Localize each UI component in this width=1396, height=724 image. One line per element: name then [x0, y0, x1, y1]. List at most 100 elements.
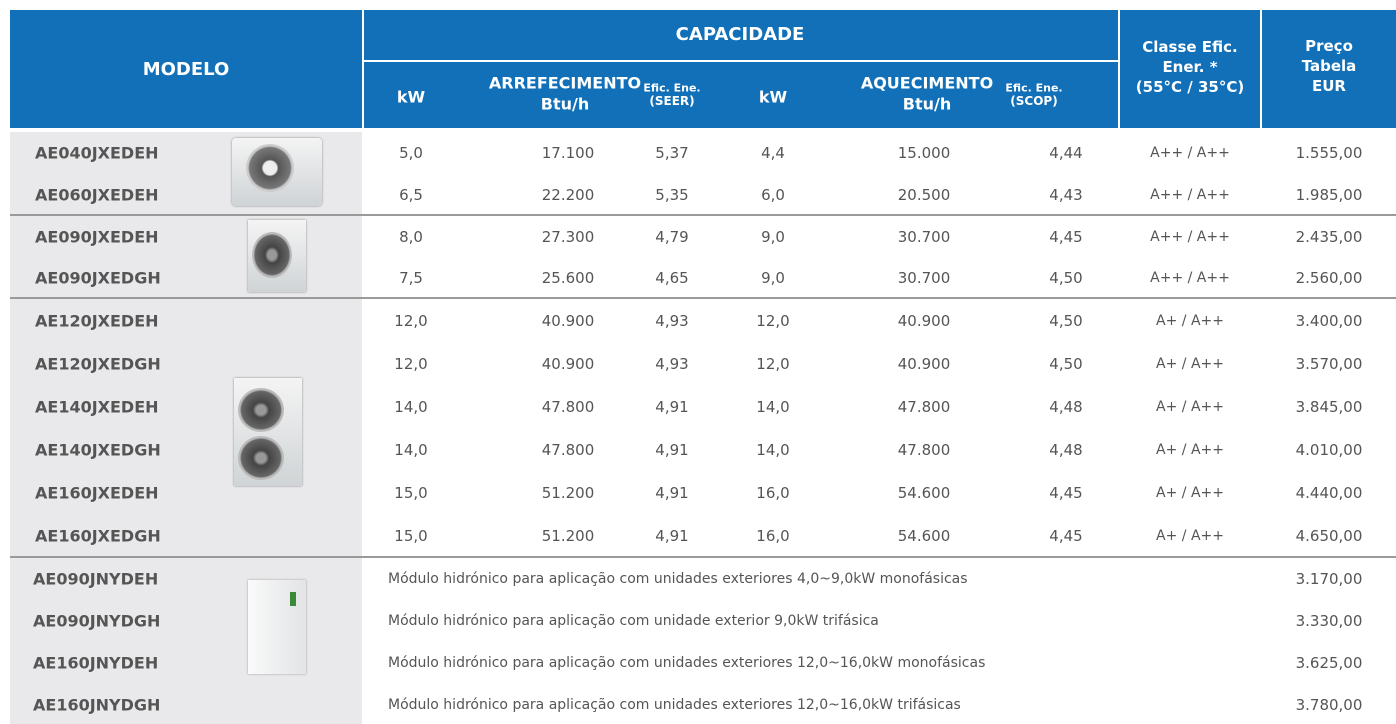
cell: A++ / A++: [1150, 270, 1230, 286]
price: 3.400,00: [1296, 312, 1363, 330]
cell: A+ / A++: [1156, 485, 1224, 501]
fan: [238, 436, 284, 480]
cell: 12,0: [756, 312, 789, 330]
row-separator: [10, 214, 1396, 216]
description: Módulo hidrónico para aplicação com unid…: [388, 571, 968, 587]
cell: 54.600: [898, 527, 951, 545]
cell: 14,0: [394, 441, 427, 459]
cell: 51.200: [542, 527, 595, 545]
model-name: AE090JNYDGH: [33, 612, 160, 631]
cell: 4,65: [655, 269, 688, 287]
header-label: ARREFECIMENTO: [489, 73, 641, 92]
price: 3.570,00: [1296, 355, 1363, 373]
cell: 20.500: [898, 186, 951, 204]
cell: 14,0: [756, 441, 789, 459]
cell: 6,5: [399, 186, 423, 204]
fan: [238, 388, 284, 432]
cell: 4,4: [761, 144, 785, 162]
cell: 4,43: [1049, 186, 1082, 204]
cell: A++ / A++: [1150, 187, 1230, 203]
cell: 12,0: [394, 355, 427, 373]
cell: 40.900: [898, 355, 951, 373]
header-label: Btu/h: [903, 94, 951, 113]
header-label: Classe Efic.: [1142, 38, 1237, 56]
model-name: AE040JXEDEH: [35, 144, 159, 163]
cell: 47.800: [542, 398, 595, 416]
cell: A++ / A++: [1150, 229, 1230, 245]
cell: A+ / A++: [1156, 399, 1224, 415]
price: 2.560,00: [1296, 269, 1363, 287]
cell: 9,0: [761, 228, 785, 246]
row-separator: [10, 297, 1396, 299]
cell: 47.800: [542, 441, 595, 459]
header-label: (55°C / 35°C): [1136, 78, 1244, 96]
model-name: AE160JXEDGH: [35, 527, 161, 546]
cell: 14,0: [756, 398, 789, 416]
cell: 15.000: [898, 144, 951, 162]
cell: 22.200: [542, 186, 595, 204]
price: 2.435,00: [1296, 228, 1363, 246]
cell: 4,45: [1049, 484, 1082, 502]
cell: 40.900: [542, 355, 595, 373]
header-label: AQUECIMENTO: [861, 73, 993, 92]
model-name: AE160JXEDEH: [35, 484, 159, 503]
cell: 40.900: [542, 312, 595, 330]
cell: 4,50: [1049, 269, 1082, 287]
cell: 17.100: [542, 144, 595, 162]
cell: 12,0: [756, 355, 789, 373]
cell: 30.700: [898, 228, 951, 246]
cell: A+ / A++: [1156, 442, 1224, 458]
cell: 47.800: [898, 398, 951, 416]
cell: 4,91: [655, 398, 688, 416]
price: 3.625,00: [1296, 654, 1363, 672]
cell: 4,91: [655, 484, 688, 502]
cell: 8,0: [399, 228, 423, 246]
header-label: CAPACIDADE: [676, 24, 805, 46]
cell: 9,0: [761, 269, 785, 287]
row-separator: [10, 130, 1396, 132]
cell: A++ / A++: [1150, 145, 1230, 161]
cell: A+ / A++: [1156, 528, 1224, 544]
cell: 4,50: [1049, 312, 1082, 330]
cell: 4,93: [655, 312, 688, 330]
cell: A+ / A++: [1156, 356, 1224, 372]
row-separator: [10, 556, 1396, 558]
header-label: Btu/h: [541, 94, 589, 113]
model-column-bg: [10, 130, 362, 724]
cell: 4,91: [655, 527, 688, 545]
cell: 12,0: [394, 312, 427, 330]
fan: [246, 144, 294, 192]
header-label: Preço: [1305, 37, 1353, 55]
cell: 54.600: [898, 484, 951, 502]
header-label: kW: [397, 87, 425, 106]
price: 4.010,00: [1296, 441, 1363, 459]
description: Módulo hidrónico para aplicação com unid…: [388, 655, 985, 671]
cell: 47.800: [898, 441, 951, 459]
cell: 4,50: [1049, 355, 1082, 373]
header-label: EUR: [1312, 77, 1346, 95]
price: 3.170,00: [1296, 570, 1363, 588]
cell: 4,79: [655, 228, 688, 246]
cell: 4,93: [655, 355, 688, 373]
price: 1.555,00: [1296, 144, 1363, 162]
indicator: [290, 592, 296, 606]
model-name: AE120JXEDGH: [35, 354, 161, 373]
cell: 4,48: [1049, 398, 1082, 416]
price: 3.330,00: [1296, 612, 1363, 630]
description: Módulo hidrónico para aplicação com unid…: [388, 613, 879, 629]
header-label: Tabela: [1302, 57, 1357, 75]
cell: 51.200: [542, 484, 595, 502]
model-name: AE120JXEDEH: [35, 311, 159, 330]
cell: 4,45: [1049, 527, 1082, 545]
model-name: AE090JXEDEH: [35, 227, 159, 246]
hydro-unit-image: [248, 580, 306, 674]
cell: 40.900: [898, 312, 951, 330]
model-name: AE140JXEDEH: [35, 397, 159, 416]
cell: 16,0: [756, 484, 789, 502]
cell: 5,0: [399, 144, 423, 162]
cell: 7,5: [399, 269, 423, 287]
header-label: Efic. Ene.: [643, 81, 700, 94]
cell: 5,35: [655, 186, 688, 204]
model-name: AE160JNYDGH: [33, 696, 160, 715]
header-label: Ener. *: [1162, 58, 1217, 76]
